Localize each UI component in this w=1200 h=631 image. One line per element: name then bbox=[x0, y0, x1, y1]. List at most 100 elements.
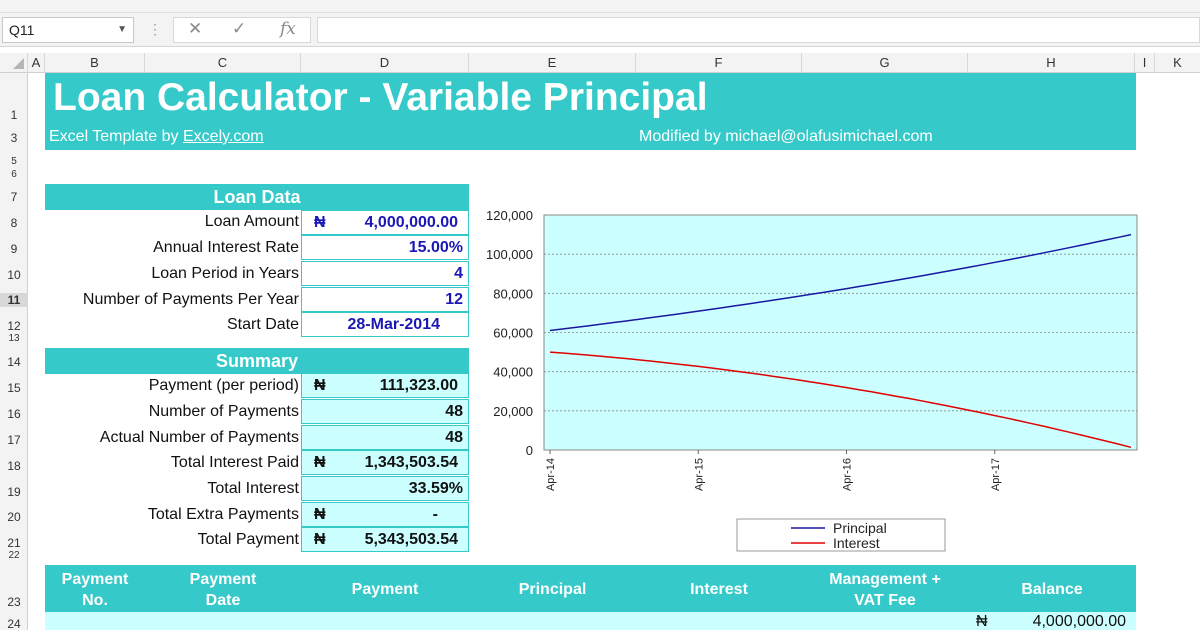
row-header[interactable]: 23 bbox=[7, 595, 21, 609]
interest-rate-label: Annual Interest Rate bbox=[153, 239, 299, 256]
interest-line bbox=[549, 351, 1132, 449]
loan-amount-cell[interactable]: ₦ 4,000,000.00 bbox=[301, 210, 469, 235]
column-header[interactable]: C bbox=[145, 53, 301, 73]
column-header[interactable]: F bbox=[636, 53, 802, 73]
y-tick-label: 60,000 bbox=[493, 326, 533, 341]
name-box-value: Q11 bbox=[9, 22, 35, 38]
row-header-selected[interactable]: 11 bbox=[0, 293, 28, 307]
header-line: Payment bbox=[189, 571, 257, 588]
payment-per-period-label: Payment (per period) bbox=[148, 377, 299, 394]
naira-symbol: ₦ bbox=[314, 506, 326, 523]
row-header[interactable]: 18 bbox=[7, 459, 21, 473]
row-header[interactable]: 10 bbox=[7, 268, 21, 282]
modified-by: Modified by michael@olafusimichael.com bbox=[639, 128, 933, 145]
y-tick-label: 80,000 bbox=[493, 286, 533, 301]
naira-symbol: ₦ bbox=[314, 214, 326, 231]
row-header[interactable]: 6 bbox=[11, 169, 17, 180]
payments-per-year-cell[interactable]: 12 bbox=[301, 287, 469, 312]
row-header[interactable]: 21 bbox=[7, 536, 21, 550]
number-of-payments-label: Number of Payments bbox=[148, 403, 299, 420]
row-header[interactable]: 15 bbox=[7, 381, 21, 395]
row-header[interactable]: 22 bbox=[8, 550, 20, 561]
balance-header: Balance bbox=[1021, 581, 1083, 598]
cancel-icon[interactable]: ✕ bbox=[188, 19, 203, 38]
interest-header: Interest bbox=[690, 581, 748, 598]
total-interest-paid-label: Total Interest Paid bbox=[170, 454, 299, 471]
row-header[interactable]: 20 bbox=[7, 510, 21, 524]
payments-per-year-value: 12 bbox=[445, 291, 463, 308]
start-date-value: 28-Mar-2014 bbox=[347, 316, 441, 333]
actual-payments-value: 48 bbox=[445, 429, 463, 446]
more-options-icon[interactable]: ⋮ bbox=[148, 21, 162, 37]
column-header[interactable]: G bbox=[802, 53, 968, 73]
x-tick-label: Apr-17 bbox=[990, 458, 1002, 491]
row-header[interactable]: 14 bbox=[7, 355, 21, 369]
principal-interest-chart[interactable]: 120,000 100,000 80,000 60,000 40,000 20,000 0 … bbox=[473, 200, 1149, 560]
management-fee-header: Management + VAT Fee bbox=[802, 569, 968, 611]
loan-period-cell[interactable]: 4 bbox=[301, 261, 469, 286]
row-header[interactable]: 7 bbox=[10, 190, 18, 204]
formula-bar: Q11 ▼ ⋮ ✕ ✓ fx bbox=[0, 13, 1200, 47]
select-all-corner[interactable] bbox=[0, 53, 28, 73]
chevron-down-icon[interactable]: ▼ bbox=[117, 24, 127, 35]
header-line: Payment bbox=[61, 571, 129, 588]
total-interest-label: Total Interest bbox=[207, 480, 299, 497]
column-header[interactable]: H bbox=[968, 53, 1135, 73]
number-of-payments-value: 48 bbox=[445, 403, 463, 420]
row-header[interactable]: 8 bbox=[10, 216, 18, 230]
column-header[interactable]: A bbox=[28, 53, 45, 73]
payment-per-period-cell[interactable]: ₦ 111,323.00 bbox=[301, 373, 469, 398]
y-tick-label: 40,000 bbox=[493, 365, 533, 380]
excely-link[interactable]: Excely.com bbox=[183, 128, 264, 145]
row-header[interactable]: 16 bbox=[7, 407, 21, 421]
row-header[interactable]: 5 bbox=[11, 156, 17, 167]
column-header[interactable]: B bbox=[45, 53, 145, 73]
row-header[interactable]: 24 bbox=[7, 617, 21, 631]
enter-icon[interactable]: ✓ bbox=[232, 19, 247, 38]
total-interest-paid-cell[interactable]: ₦ 1,343,503.54 bbox=[301, 450, 469, 475]
row-header[interactable]: 9 bbox=[10, 242, 18, 256]
legend-interest-label: Interest bbox=[833, 535, 880, 551]
start-date-cell[interactable]: 28-Mar-2014 bbox=[301, 312, 469, 337]
total-extra-payments-value: - bbox=[432, 506, 438, 523]
chart-svg: 120,000100,00080,00060,00040,00020,0000 … bbox=[486, 208, 1138, 552]
payment-per-period-value: 111,323.00 bbox=[379, 377, 458, 394]
template-credit: Excel Template by Excely.com bbox=[49, 128, 264, 146]
interest-rate-cell[interactable]: 15.00% bbox=[301, 235, 469, 260]
x-tick-label: Apr-14 bbox=[545, 458, 557, 491]
column-header[interactable]: K bbox=[1173, 55, 1182, 70]
insert-function-icon[interactable]: fx bbox=[280, 19, 296, 39]
naira-symbol: ₦ bbox=[314, 531, 326, 548]
total-payment-cell[interactable]: ₦ 5,343,503.54 bbox=[301, 527, 469, 552]
summary-header: Summary bbox=[45, 348, 469, 374]
y-tick-label: 20,000 bbox=[493, 404, 533, 419]
loan-data-header: Loan Data bbox=[45, 184, 469, 210]
naira-symbol: ₦ bbox=[314, 377, 326, 394]
row-header[interactable]: 17 bbox=[7, 433, 21, 447]
schedule-first-row[interactable]: ₦ 4,000,000.00 bbox=[45, 612, 1136, 630]
column-header[interactable]: I bbox=[1135, 53, 1155, 73]
header-line: Management + bbox=[829, 571, 941, 588]
formula-input[interactable] bbox=[317, 17, 1200, 43]
column-header[interactable]: D bbox=[301, 53, 469, 73]
actual-payments-cell[interactable]: 48 bbox=[301, 425, 469, 450]
row-header[interactable]: 13 bbox=[8, 333, 20, 344]
total-payment-value: 5,343,503.54 bbox=[364, 531, 458, 548]
name-box[interactable]: Q11 ▼ bbox=[2, 17, 134, 43]
template-credit-text: Excel Template by bbox=[49, 128, 183, 145]
total-extra-payments-cell[interactable]: ₦ - bbox=[301, 502, 469, 527]
row-header[interactable]: 1 bbox=[10, 108, 18, 122]
x-tick-label: Apr-16 bbox=[842, 458, 854, 491]
payment-header: Payment bbox=[351, 581, 419, 598]
row-header[interactable]: 3 bbox=[10, 131, 18, 145]
column-header[interactable]: E bbox=[469, 53, 636, 73]
total-interest-cell[interactable]: 33.59% bbox=[301, 476, 469, 501]
y-tick-label: 100,000 bbox=[486, 247, 533, 262]
number-of-payments-cell[interactable]: 48 bbox=[301, 399, 469, 424]
actual-payments-label: Actual Number of Payments bbox=[99, 429, 299, 446]
row-header[interactable]: 19 bbox=[7, 485, 21, 499]
column-header-bar: A B C D E F G H I K bbox=[0, 53, 1200, 73]
title-banner bbox=[45, 73, 1136, 150]
row-header[interactable]: 12 bbox=[7, 319, 21, 333]
principal-line bbox=[549, 233, 1132, 332]
